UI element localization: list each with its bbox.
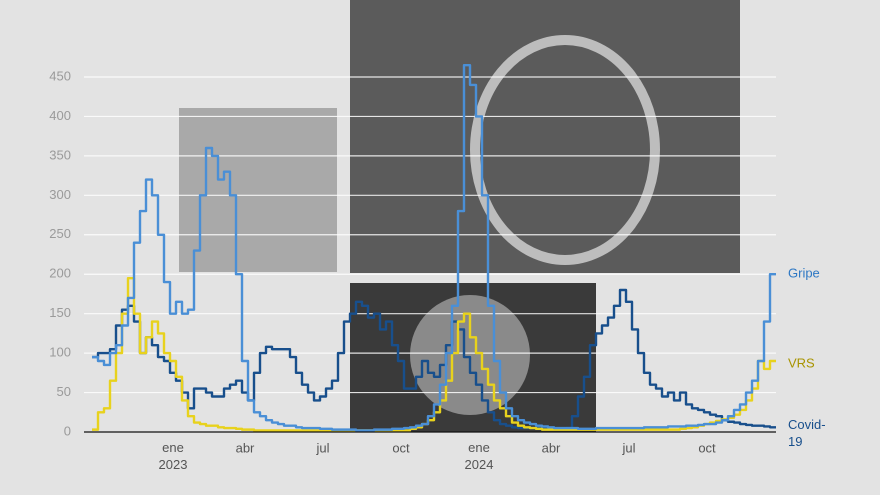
y-tick-label: 200 — [49, 266, 71, 281]
y-tick-label: 100 — [49, 345, 71, 360]
legend-label: Gripe — [788, 265, 820, 280]
lines — [92, 63, 776, 432]
photo-shape — [470, 35, 660, 265]
y-tick-label: 250 — [49, 226, 71, 241]
series-line — [92, 276, 776, 432]
y-tick-label: 50 — [57, 384, 71, 399]
x-tick-label: abr — [542, 440, 561, 455]
y-tick-label: 450 — [49, 68, 71, 83]
legend-label: VRS — [788, 355, 815, 370]
series-line — [92, 63, 776, 432]
x-tick-label: jul — [621, 440, 635, 455]
x-tick-label: abr — [236, 440, 255, 455]
y-tick-label: 150 — [49, 305, 71, 320]
x-tick-label: ene 2023 — [159, 440, 188, 472]
legend-label: Covid-19 — [788, 417, 826, 449]
x-tick-label: ene 2024 — [465, 440, 494, 472]
y-tick-label: 300 — [49, 187, 71, 202]
x-tick-label: jul — [315, 440, 329, 455]
series-line — [92, 288, 776, 431]
y-tick-label: 0 — [64, 423, 71, 438]
x-tick-label: oct — [698, 440, 716, 455]
y-tick-label: 400 — [49, 108, 71, 123]
y-tick-label: 350 — [49, 147, 71, 162]
photo-virus-1 — [179, 108, 337, 272]
grid — [84, 76, 776, 394]
x-tick-label: oct — [392, 440, 410, 455]
